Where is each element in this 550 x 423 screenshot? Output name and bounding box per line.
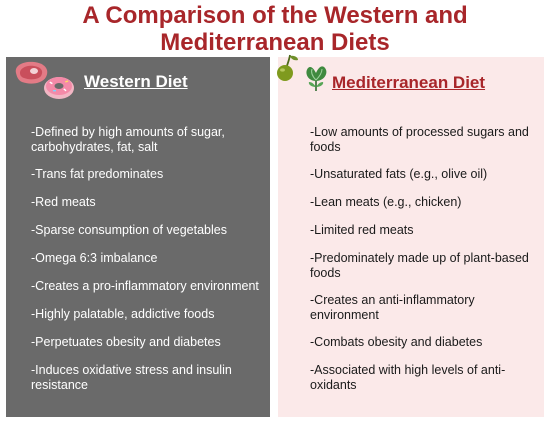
donut-icon bbox=[44, 77, 74, 99]
list-item: -Highly palatable, addictive foods bbox=[31, 307, 215, 321]
list-item: -Low amounts of processed sugars and foo… bbox=[310, 125, 529, 154]
leafy-greens-icon bbox=[306, 66, 327, 91]
list-item: -Creates an anti-inflammatory environmen… bbox=[310, 293, 475, 322]
list-item: -Perpetuates obesity and diabetes bbox=[31, 335, 221, 349]
list-item: -Combats obesity and diabetes bbox=[310, 335, 483, 349]
list-item: -Trans fat predominates bbox=[31, 167, 164, 181]
western-diet-heading: Western Diet bbox=[84, 72, 188, 91]
list-item: -Unsaturated fats (e.g., olive oil) bbox=[310, 167, 488, 181]
page-title: A Comparison of the Western and Mediterr… bbox=[82, 2, 468, 56]
list-item: -Sparse consumption of vegetables bbox=[31, 223, 227, 237]
list-item: -Creates a pro-inflammatory environment bbox=[31, 279, 259, 293]
list-item: -Predominately made up of plant-based fo… bbox=[310, 251, 529, 280]
list-item: -Limited red meats bbox=[310, 223, 414, 237]
list-item: -Defined by high amounts of sugar, carbo… bbox=[31, 125, 225, 154]
list-item: -Red meats bbox=[31, 195, 96, 209]
mediterranean-diet-panel: Mediterranean Diet -Low amounts of proce… bbox=[277, 54, 544, 417]
list-item: -Associated with high levels of anti-oxi… bbox=[310, 363, 506, 392]
olive-icon bbox=[277, 54, 298, 81]
western-diet-panel: Western Diet -Defined by high amounts of… bbox=[6, 57, 270, 417]
steak-icon bbox=[15, 61, 48, 84]
mediterranean-diet-heading: Mediterranean Diet bbox=[332, 73, 486, 92]
list-item: -Induces oxidative stress and insulin re… bbox=[31, 363, 232, 392]
list-item: -Omega 6:3 imbalance bbox=[31, 251, 158, 265]
list-item: -Lean meats (e.g., chicken) bbox=[310, 195, 462, 209]
